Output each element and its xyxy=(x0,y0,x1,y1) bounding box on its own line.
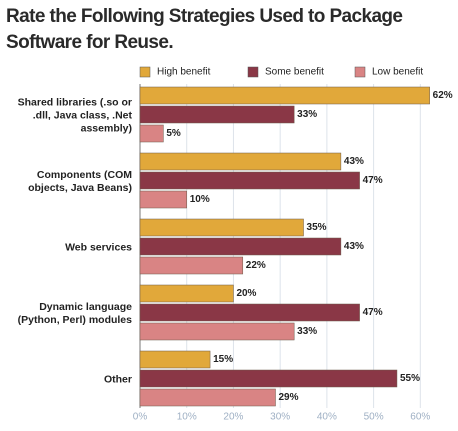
x-tick-label: 50% xyxy=(364,412,384,423)
value-label: 5% xyxy=(166,128,181,139)
category-label: Shared libraries (.so or .dll, Java clas… xyxy=(17,96,132,134)
value-label: 20% xyxy=(236,288,256,299)
bar xyxy=(139,124,164,143)
legend-label: Low benefit xyxy=(372,67,423,78)
value-label: 15% xyxy=(213,354,233,365)
bar xyxy=(139,303,360,322)
value-label: 33% xyxy=(297,109,317,120)
legend-label: Some benefit xyxy=(265,67,324,78)
category-label: Web services xyxy=(65,241,132,253)
value-label: 55% xyxy=(400,373,420,384)
category-label: Components (COM objects, Java Beans) xyxy=(28,168,132,194)
legend-swatch xyxy=(139,66,151,78)
value-label: 10% xyxy=(190,194,210,205)
value-label: 43% xyxy=(344,241,364,252)
value-label: 43% xyxy=(344,156,364,167)
legend-swatch xyxy=(354,66,366,78)
value-label: 47% xyxy=(363,307,383,318)
chart-title: Rate the Following Strategies Used to Pa… xyxy=(6,6,403,53)
bar xyxy=(139,190,187,209)
x-tick-label: 60% xyxy=(410,412,430,423)
bar xyxy=(139,152,342,171)
x-tick-label: 0% xyxy=(133,412,148,423)
value-label: 33% xyxy=(297,326,317,337)
category-label: Other xyxy=(103,373,132,385)
x-tick-label: 40% xyxy=(317,412,337,423)
bar xyxy=(139,350,211,369)
bar xyxy=(139,237,342,256)
value-label: 35% xyxy=(307,222,327,233)
x-tick-label: 10% xyxy=(177,412,197,423)
bar xyxy=(139,86,430,105)
value-label: 29% xyxy=(278,392,298,403)
bar xyxy=(139,171,360,190)
value-label: 47% xyxy=(363,175,383,186)
bar xyxy=(139,218,304,237)
bar xyxy=(139,256,244,275)
bar xyxy=(139,369,398,388)
value-label: 22% xyxy=(246,260,266,271)
value-label: 62% xyxy=(433,90,453,101)
bar xyxy=(139,105,295,124)
category-label: Dynamic language (Python, Perl) modules xyxy=(17,300,132,326)
legend-label: High benefit xyxy=(157,67,211,78)
bar xyxy=(139,284,234,303)
x-tick-label: 30% xyxy=(270,412,290,423)
bar xyxy=(139,322,295,341)
x-tick-label: 20% xyxy=(223,412,243,423)
bar xyxy=(139,388,276,407)
legend-swatch xyxy=(247,66,259,78)
